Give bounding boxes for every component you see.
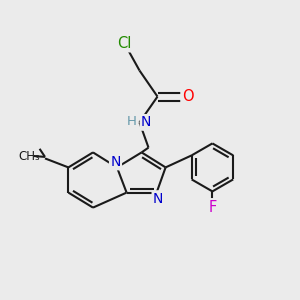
Text: Cl: Cl	[117, 36, 132, 51]
Text: CH₃: CH₃	[19, 150, 40, 164]
Text: N: N	[153, 192, 163, 206]
Text: F: F	[208, 200, 217, 214]
Text: N: N	[110, 155, 121, 169]
Text: N: N	[110, 155, 121, 169]
Text: F: F	[208, 200, 217, 214]
Text: N: N	[141, 116, 152, 129]
Text: H: H	[127, 115, 136, 128]
Text: H: H	[127, 115, 136, 128]
Text: Cl: Cl	[117, 36, 132, 51]
Text: O: O	[182, 89, 193, 104]
Text: O: O	[182, 89, 193, 104]
Text: N: N	[153, 192, 163, 206]
Text: N: N	[141, 116, 152, 129]
